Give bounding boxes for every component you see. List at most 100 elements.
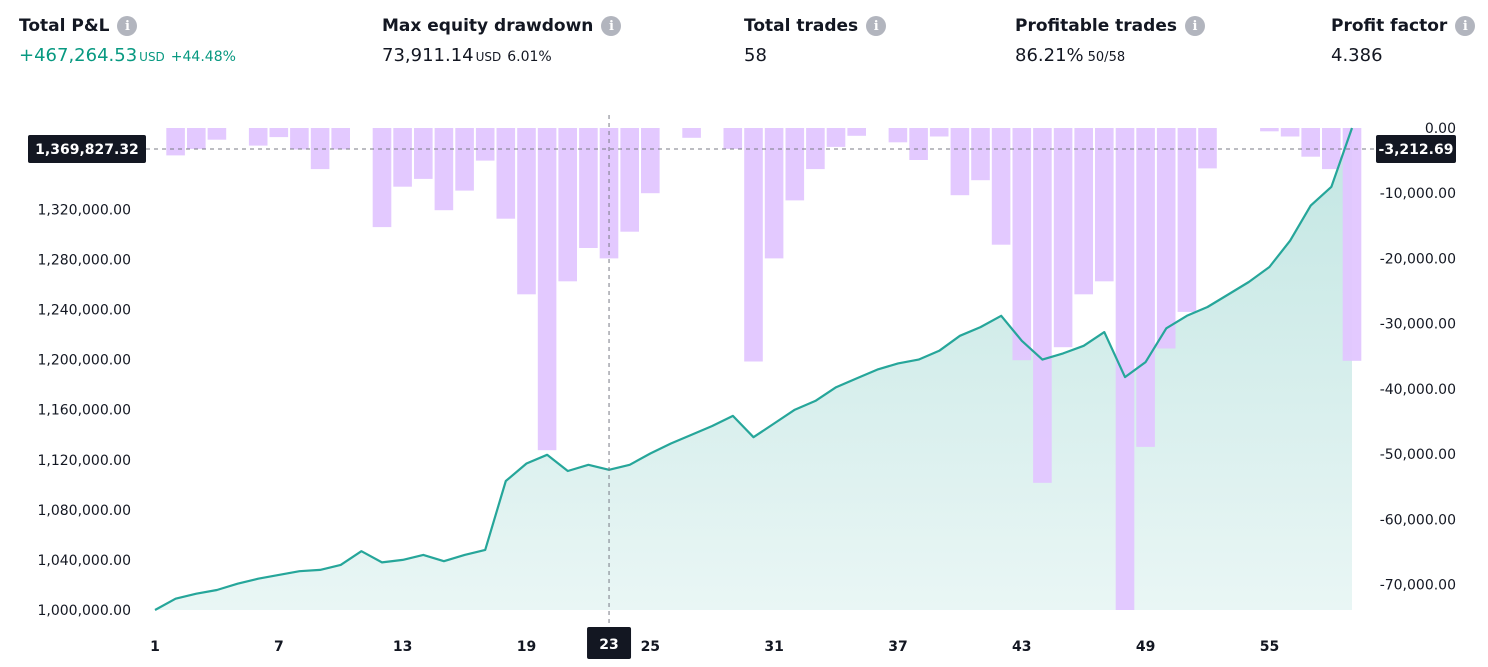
drawdown-bar bbox=[1198, 128, 1217, 169]
left-axis-tick-label: 1,080,000.00 bbox=[37, 503, 131, 519]
stat-title: Profitable trades bbox=[1015, 16, 1177, 36]
drawdown-bar bbox=[971, 128, 990, 181]
left-axis-tick-label: 1,240,000.00 bbox=[37, 303, 131, 319]
drawdown-bar bbox=[434, 128, 454, 211]
drawdown-bar bbox=[723, 128, 743, 149]
crosshair-right-value: -3,212.69 bbox=[1379, 142, 1454, 158]
x-axis-tick-label: 19 bbox=[517, 639, 536, 655]
drawdown-bar bbox=[1301, 128, 1320, 157]
stat-value: 73,911.14 bbox=[382, 45, 474, 66]
crosshair-x-value: 23 bbox=[599, 637, 618, 653]
drawdown-bar bbox=[991, 128, 1011, 245]
right-axis-tick-label: -10,000.00 bbox=[1380, 186, 1456, 202]
drawdown-bar bbox=[372, 128, 392, 228]
x-axis-tick-label: 31 bbox=[764, 639, 783, 655]
drawdown-bar bbox=[331, 128, 350, 150]
drawdown-bar bbox=[579, 128, 598, 248]
stat-title: Profit factor bbox=[1331, 16, 1448, 36]
drawdown-bar bbox=[290, 128, 309, 150]
drawdown-bar bbox=[496, 128, 516, 219]
drawdown-bar bbox=[806, 128, 825, 170]
right-axis-tick-label: -40,000.00 bbox=[1380, 382, 1456, 398]
drawdown-bar bbox=[847, 128, 866, 136]
stat-percent: 6.01% bbox=[507, 49, 552, 65]
x-axis-tick-label: 37 bbox=[888, 639, 907, 655]
crosshair-right-tag bbox=[1376, 135, 1456, 163]
info-icon[interactable]: i bbox=[1184, 16, 1205, 36]
x-axis-tick-label: 7 bbox=[274, 639, 284, 655]
equity-area bbox=[155, 128, 1352, 610]
stats-bar: Total P&L i +467,264.53 USD +44.48% Max eq… bbox=[0, 0, 1488, 90]
info-icon[interactable]: i bbox=[1455, 16, 1476, 36]
drawdown-bar bbox=[888, 128, 908, 143]
left-axis-tick-label: 1,200,000.00 bbox=[37, 353, 131, 369]
stat-max-drawdown: Max equity drawdown i 73,911.14 USD 6.01% bbox=[382, 16, 622, 66]
drawdown-bar bbox=[744, 128, 763, 362]
right-axis-tick-label: -30,000.00 bbox=[1380, 317, 1456, 333]
drawdown-bar bbox=[641, 128, 660, 194]
drawdown-bar bbox=[1074, 128, 1093, 295]
drawdown-bar bbox=[1053, 128, 1073, 348]
info-icon[interactable]: i bbox=[117, 16, 138, 36]
stat-value: +467,264.53 bbox=[19, 45, 138, 66]
right-axis-tick-label: -50,000.00 bbox=[1380, 447, 1456, 463]
drawdown-bar bbox=[1280, 128, 1300, 137]
x-axis-tick-label: 43 bbox=[1012, 639, 1031, 655]
equity-line bbox=[154, 127, 1354, 611]
stat-unit: USD bbox=[475, 50, 502, 64]
right-axis-tick-label: -60,000.00 bbox=[1380, 512, 1456, 528]
drawdown-bar bbox=[414, 128, 433, 179]
drawdown-bar bbox=[1012, 128, 1032, 361]
crosshair-left-tag bbox=[28, 135, 146, 163]
drawdown-bar bbox=[1095, 128, 1114, 282]
right-axis-tick-label: -70,000.00 bbox=[1380, 578, 1456, 594]
info-icon[interactable]: i bbox=[866, 16, 887, 36]
drawdown-bar bbox=[248, 128, 268, 146]
drawdown-bar bbox=[929, 128, 949, 137]
drawdown-bar bbox=[764, 128, 784, 259]
left-axis-tick-label: 1,280,000.00 bbox=[37, 252, 131, 268]
drawdown-bar bbox=[785, 128, 805, 201]
drawdown-bar bbox=[310, 128, 330, 170]
drawdown-bar bbox=[1260, 128, 1279, 132]
stat-profit-factor: Profit factor i 4.386 bbox=[1331, 16, 1476, 66]
stat-unit: USD bbox=[139, 50, 165, 64]
left-axis-tick-label: 1,120,000.00 bbox=[37, 453, 131, 469]
left-axis-tick-label: 1,000,000.00 bbox=[37, 603, 131, 619]
stat-value: 4.386 bbox=[1331, 45, 1383, 66]
drawdown-bar bbox=[537, 128, 557, 451]
crosshair-left-value: 1,369,827.32 bbox=[35, 142, 139, 158]
drawdown-bar bbox=[517, 128, 536, 295]
stat-title: Total P&L bbox=[19, 16, 110, 36]
stat-sub: 50/58 bbox=[1087, 50, 1126, 65]
right-axis-tick-label: 0.00 bbox=[1425, 121, 1456, 137]
drawdown-bar bbox=[207, 128, 227, 140]
left-axis-tick-label: 1,160,000.00 bbox=[37, 403, 131, 419]
x-axis-tick-label: 49 bbox=[1136, 639, 1155, 655]
x-axis-tick-label: 13 bbox=[393, 639, 412, 655]
crosshair-x-tag bbox=[587, 627, 632, 659]
x-axis-tick-label: 1 bbox=[150, 639, 160, 655]
stat-value: 58 bbox=[744, 45, 767, 66]
stat-total-trades: Total trades i 58 bbox=[744, 16, 887, 66]
drawdown-bar bbox=[620, 128, 639, 232]
drawdown-bar bbox=[826, 128, 846, 147]
drawdown-bar bbox=[166, 128, 185, 156]
stat-value: 86.21% bbox=[1015, 45, 1084, 66]
left-axis-tick-label: 1,040,000.00 bbox=[37, 553, 131, 569]
stat-profitable-trades: Profitable trades i 86.21% 50/58 bbox=[1015, 16, 1205, 66]
x-axis-tick-label: 25 bbox=[641, 639, 660, 655]
drawdown-bar bbox=[1342, 128, 1362, 361]
stat-title: Max equity drawdown bbox=[382, 16, 594, 36]
drawdown-bar bbox=[475, 128, 495, 161]
stat-total-pnl: Total P&L i +467,264.53 USD +44.48% bbox=[19, 16, 236, 66]
drawdown-bar bbox=[393, 128, 412, 187]
drawdown-bar bbox=[1136, 128, 1155, 447]
left-axis-tick-label: 1,320,000.00 bbox=[37, 202, 131, 218]
drawdown-bar bbox=[1115, 128, 1135, 610]
info-icon[interactable]: i bbox=[601, 16, 622, 36]
drawdown-bar bbox=[187, 128, 206, 149]
drawdown-bar bbox=[1156, 128, 1176, 349]
drawdown-bar bbox=[950, 128, 970, 196]
